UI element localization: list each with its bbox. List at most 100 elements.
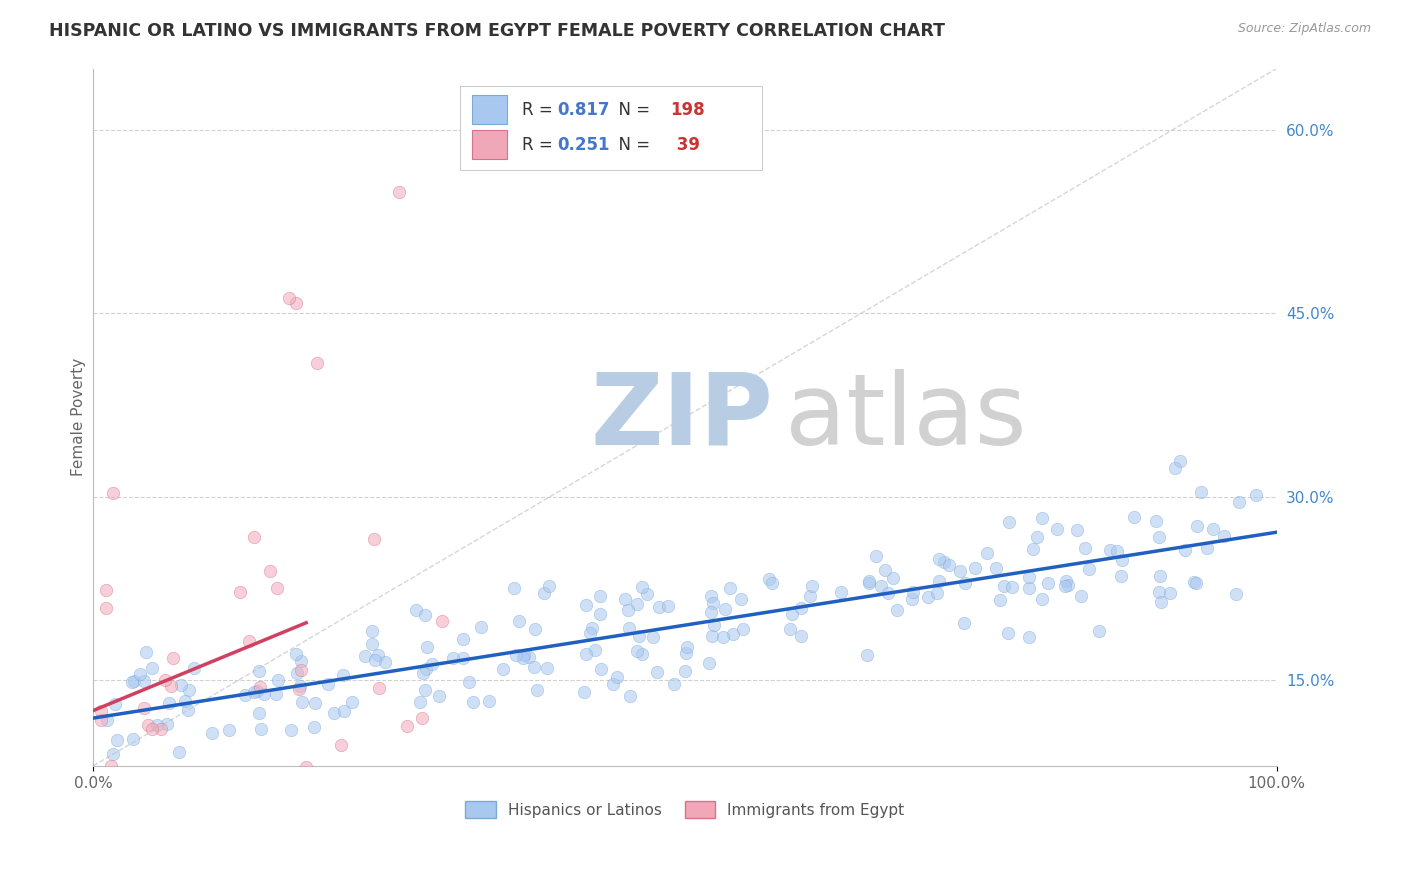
Point [1149,585,1171,599]
Point [949,564,972,578]
Point [415,607,437,622]
Point [1202,522,1225,536]
Point [411,711,433,725]
Point [522,659,544,673]
Text: ZIP: ZIP [591,368,773,466]
Point [523,622,546,636]
Point [731,622,754,636]
Point [162,651,184,665]
Point [134,701,156,715]
Point [631,648,654,662]
Point [170,678,193,692]
Point [332,667,354,681]
Point [367,681,389,695]
Point [1018,570,1040,584]
Point [702,596,724,610]
Point [253,687,276,701]
Point [284,296,307,310]
Point [928,551,950,566]
Point [167,745,190,759]
Point [1001,581,1024,595]
Point [588,607,610,622]
Point [415,662,437,676]
Point [700,589,723,603]
Point [1168,454,1191,468]
Point [132,674,155,689]
Point [790,629,813,643]
Point [295,760,318,774]
Point [932,555,955,569]
Text: HISPANIC OR LATINO VS IMMIGRANTS FROM EGYPT FEMALE POVERTY CORRELATION CHART: HISPANIC OR LATINO VS IMMIGRANTS FROM EG… [49,22,945,40]
Point [238,633,260,648]
Point [761,576,783,591]
Point [267,673,290,688]
Point [711,630,734,644]
Point [589,589,612,603]
Point [799,590,821,604]
Point [1244,488,1267,502]
Point [290,663,312,677]
Point [1225,587,1247,601]
Point [1164,461,1187,475]
Point [461,695,484,709]
Point [758,572,780,586]
Point [1144,514,1167,528]
Point [264,687,287,701]
Point [304,720,326,734]
Text: N =: N = [607,136,655,153]
Point [181,786,204,800]
Point [129,666,152,681]
Point [96,583,118,598]
Point [1187,519,1209,533]
Point [700,629,723,643]
Text: 39: 39 [671,136,700,153]
Text: atlas: atlas [786,368,1026,466]
Point [575,598,598,612]
Point [1054,574,1077,589]
Point [1195,541,1218,556]
Point [901,592,924,607]
Point [533,585,555,599]
Point [876,586,898,600]
Point [508,614,530,628]
Point [579,625,602,640]
Point [103,697,125,711]
Point [589,662,612,676]
Point [938,558,960,572]
Point [492,662,515,676]
Point [361,637,384,651]
Point [149,722,172,736]
Point [512,651,534,665]
Point [458,674,481,689]
Point [427,689,450,703]
Point [269,794,291,808]
Point [641,630,664,644]
Point [873,563,896,577]
Point [1182,575,1205,590]
Point [955,576,977,591]
Point [266,581,288,595]
Point [1077,562,1099,576]
Point [242,531,264,545]
Point [105,732,128,747]
Point [135,645,157,659]
Point [290,655,312,669]
Point [1022,541,1045,556]
Point [291,695,314,709]
Point [1066,523,1088,537]
Bar [472,95,508,124]
Point [1018,630,1040,644]
Point [121,731,143,746]
Text: 198: 198 [671,101,706,119]
Point [858,574,880,589]
Point [96,713,118,727]
Point [430,614,453,628]
Point [333,704,356,718]
Point [285,666,308,681]
Point [121,675,143,690]
Point [409,695,432,709]
Point [1123,509,1146,524]
Point [201,726,224,740]
Text: Source: ZipAtlas.com: Source: ZipAtlas.com [1237,22,1371,36]
Point [1105,544,1128,558]
